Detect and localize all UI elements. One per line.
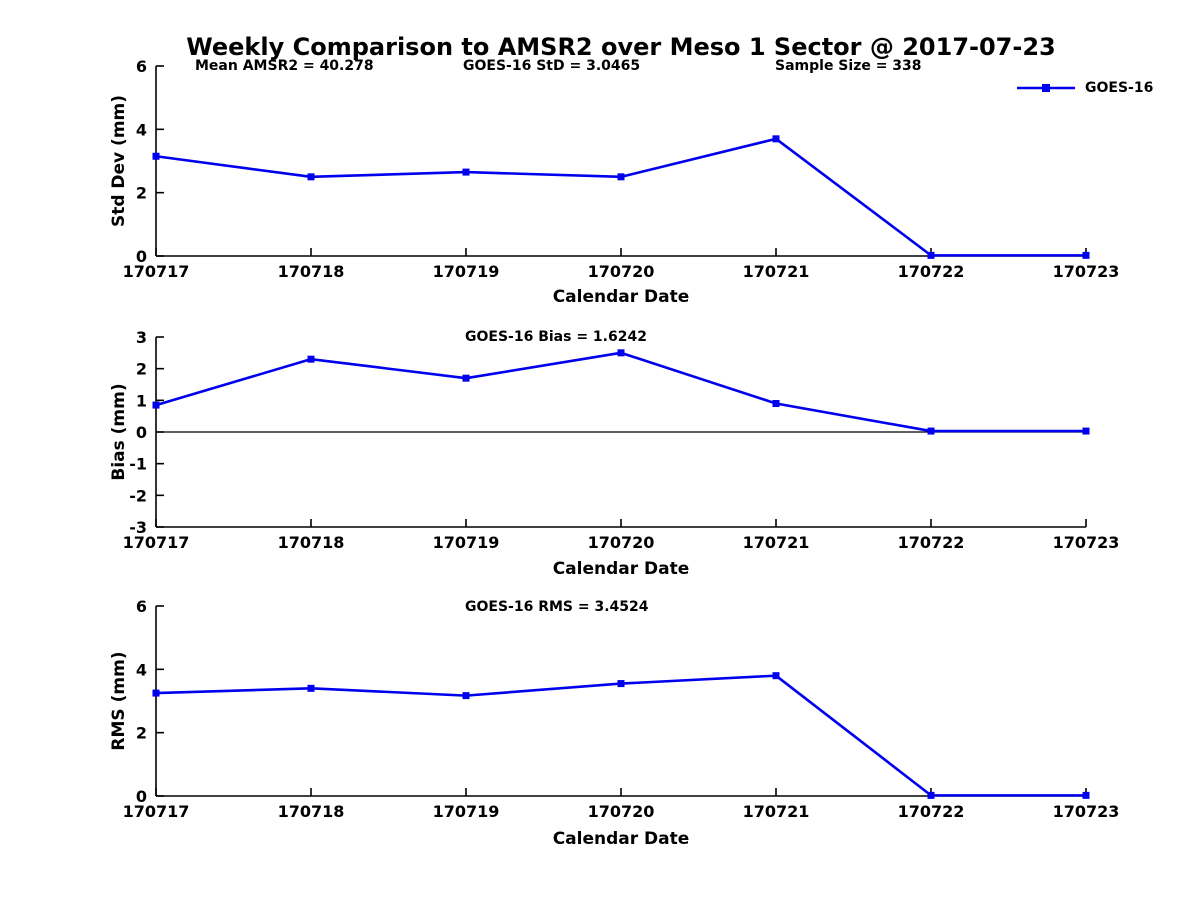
figure-title: Weekly Comparison to AMSR2 over Meso 1 S… xyxy=(186,33,1056,61)
bias-data-point xyxy=(1082,427,1090,435)
bias-data-point xyxy=(152,401,160,409)
bias-x-tick-label: 170723 xyxy=(1053,533,1120,552)
std-dev-data-point xyxy=(772,135,780,143)
rms-x-tick-label: 170719 xyxy=(433,802,500,821)
bias-data-point xyxy=(462,374,470,382)
bias-x-tick-label: 170719 xyxy=(433,533,500,552)
std-dev-x-tick-label: 170723 xyxy=(1053,262,1120,281)
bias-y-tick-label: 2 xyxy=(136,360,147,379)
rms-data-point xyxy=(152,689,160,697)
bias-series-line xyxy=(155,351,1086,433)
std-dev-x-tick-label: 170718 xyxy=(278,262,345,281)
bias-y-tick-label: 3 xyxy=(136,328,147,347)
rms-x-tick-label: 170717 xyxy=(123,802,190,821)
bias-x-tick-label: 170718 xyxy=(278,533,345,552)
annotation-sample-size: Sample Size = 338 xyxy=(775,58,922,74)
std-dev-data-point xyxy=(1082,251,1090,259)
rms-x-tick-label: 170718 xyxy=(278,802,345,821)
bias-x-tick-label: 170722 xyxy=(898,533,965,552)
rms-y-tick-label: 0 xyxy=(136,787,147,806)
bias-data-point xyxy=(772,400,780,407)
rms-data-point xyxy=(462,692,470,700)
bias-x-tick-label: 170721 xyxy=(743,533,810,552)
rms-x-tick-label: 170722 xyxy=(898,802,965,821)
bias-x-tick-label: 170720 xyxy=(588,533,655,552)
std-dev-series-line xyxy=(155,137,1086,257)
rms-y-tick-label: 4 xyxy=(136,660,147,679)
legend-line-marker-icon xyxy=(1017,84,1075,92)
legend: GOES-16 xyxy=(1015,80,1153,96)
std-dev-x-tick-label: 170717 xyxy=(123,262,190,281)
rms-x-tick-label: 170720 xyxy=(588,802,655,821)
annotation-goes16-bias: GOES-16 Bias = 1.6242 xyxy=(465,329,647,345)
bias-data-point xyxy=(927,427,935,435)
bias-y-tick-label: 0 xyxy=(136,423,147,442)
std-dev-x-tick-label: 170721 xyxy=(743,262,810,281)
rms-y-axis-label: RMS (mm) xyxy=(109,651,129,751)
std-dev-y-tick-label: 6 xyxy=(136,57,147,76)
rms-series-line xyxy=(155,674,1086,797)
stddev-y-axis-label: Std Dev (mm) xyxy=(109,94,129,228)
rms-y-tick-label: 2 xyxy=(136,724,147,743)
std-dev-data-point xyxy=(927,251,935,259)
rms-data-point xyxy=(1082,791,1090,799)
annotation-goes16-rms: GOES-16 RMS = 3.4524 xyxy=(465,599,649,615)
std-dev-data-point xyxy=(152,152,160,160)
rms-x-tick-label: 170723 xyxy=(1053,802,1120,821)
std-dev-y-tick-label: 4 xyxy=(136,120,147,139)
std-dev-data-point xyxy=(307,173,315,181)
rms-data-point xyxy=(772,672,780,680)
std-dev-x-tick-label: 170719 xyxy=(433,262,500,281)
legend-label: GOES-16 xyxy=(1085,80,1154,96)
bias-x-tick-label: 170717 xyxy=(123,533,190,552)
rms-x-axis-label: Calendar Date xyxy=(552,829,690,849)
std-dev-y-tick-label: 0 xyxy=(136,247,147,266)
bias-y-axis-label: Bias (mm) xyxy=(109,383,129,481)
bias-data-point xyxy=(307,355,315,363)
bias-y-tick-label: -2 xyxy=(129,486,147,505)
std-dev-data-point xyxy=(617,173,625,181)
bias-y-tick-label: -3 xyxy=(129,518,147,537)
bias-x-axis-label: Calendar Date xyxy=(552,559,690,579)
bias-y-tick-label: 1 xyxy=(136,391,147,410)
stddev-x-axis-label: Calendar Date xyxy=(552,287,690,307)
std-dev-data-point xyxy=(462,168,470,176)
std-dev-x-tick-label: 170722 xyxy=(898,262,965,281)
rms-y-tick-label: 6 xyxy=(136,597,147,616)
annotation-mean-amsr2: Mean AMSR2 = 40.278 xyxy=(195,58,374,74)
rms-data-point xyxy=(617,680,625,688)
std-dev-y-tick-label: 2 xyxy=(136,184,147,203)
bias-data-point xyxy=(617,349,625,357)
bias-y-tick-label: -1 xyxy=(129,455,147,474)
rms-data-point xyxy=(307,684,315,692)
annotation-goes16-std: GOES-16 StD = 3.0465 xyxy=(463,58,641,74)
std-dev-x-tick-label: 170720 xyxy=(588,262,655,281)
rms-x-tick-label: 170721 xyxy=(743,802,810,821)
rms-data-point xyxy=(927,791,935,799)
